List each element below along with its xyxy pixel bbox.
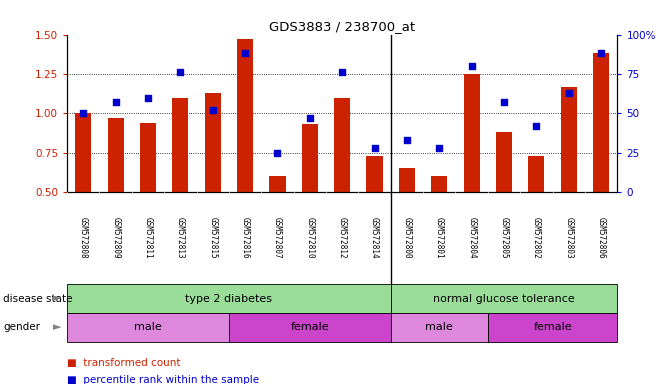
Text: GSM572808: GSM572808 xyxy=(79,217,88,259)
Text: GSM572813: GSM572813 xyxy=(176,217,185,259)
Text: GSM572802: GSM572802 xyxy=(532,217,541,259)
Text: gender: gender xyxy=(3,322,40,333)
Point xyxy=(78,110,89,116)
Bar xyxy=(431,176,448,192)
Bar xyxy=(237,39,253,192)
Text: ►: ► xyxy=(53,322,61,333)
Bar xyxy=(366,156,382,192)
Point xyxy=(337,69,348,75)
Text: GSM572812: GSM572812 xyxy=(338,217,347,259)
Point xyxy=(207,107,218,113)
Bar xyxy=(205,93,221,192)
Bar xyxy=(464,74,480,192)
Bar xyxy=(269,176,286,192)
Bar xyxy=(229,313,391,342)
Text: GSM572805: GSM572805 xyxy=(499,217,509,259)
Bar xyxy=(334,98,350,192)
Point xyxy=(564,90,574,96)
Text: GSM572801: GSM572801 xyxy=(435,217,444,259)
Text: GSM572815: GSM572815 xyxy=(208,217,217,259)
Bar xyxy=(399,169,415,192)
Bar xyxy=(75,113,91,192)
Text: GSM572811: GSM572811 xyxy=(144,217,152,259)
Text: GSM572800: GSM572800 xyxy=(403,217,411,259)
Title: GDS3883 / 238700_at: GDS3883 / 238700_at xyxy=(269,20,415,33)
Text: normal glucose tolerance: normal glucose tolerance xyxy=(433,293,575,304)
Point xyxy=(596,50,607,56)
Point xyxy=(401,137,412,143)
Point xyxy=(499,99,509,105)
Point xyxy=(434,145,445,151)
Text: female: female xyxy=(533,322,572,333)
Text: GSM572814: GSM572814 xyxy=(370,217,379,259)
Bar xyxy=(391,313,488,342)
Bar xyxy=(67,284,391,313)
Bar xyxy=(593,53,609,192)
Bar xyxy=(302,124,318,192)
Bar xyxy=(496,132,512,192)
Text: GSM572804: GSM572804 xyxy=(467,217,476,259)
Bar xyxy=(67,313,229,342)
Bar xyxy=(107,118,123,192)
Bar xyxy=(528,156,544,192)
Point xyxy=(466,63,477,69)
Bar xyxy=(391,284,617,313)
Point xyxy=(175,69,186,75)
Text: type 2 diabetes: type 2 diabetes xyxy=(185,293,272,304)
Point xyxy=(240,50,250,56)
Text: ■  transformed count: ■ transformed count xyxy=(67,358,180,368)
Text: male: male xyxy=(134,322,162,333)
Point xyxy=(531,123,541,129)
Text: ►: ► xyxy=(53,293,61,304)
Point xyxy=(110,99,121,105)
Text: disease state: disease state xyxy=(3,293,73,304)
Text: female: female xyxy=(291,322,329,333)
Bar xyxy=(172,98,189,192)
Bar xyxy=(561,86,577,192)
Point xyxy=(369,145,380,151)
Text: male: male xyxy=(425,322,453,333)
Point xyxy=(272,150,283,156)
Text: GSM572807: GSM572807 xyxy=(273,217,282,259)
Point xyxy=(305,115,315,121)
Point xyxy=(143,94,154,101)
Text: GSM572803: GSM572803 xyxy=(564,217,573,259)
Bar xyxy=(488,313,617,342)
Text: GSM572810: GSM572810 xyxy=(305,217,314,259)
Text: GSM572816: GSM572816 xyxy=(241,217,250,259)
Text: GSM572809: GSM572809 xyxy=(111,217,120,259)
Text: ■  percentile rank within the sample: ■ percentile rank within the sample xyxy=(67,375,259,384)
Bar xyxy=(140,123,156,192)
Text: GSM572806: GSM572806 xyxy=(597,217,606,259)
